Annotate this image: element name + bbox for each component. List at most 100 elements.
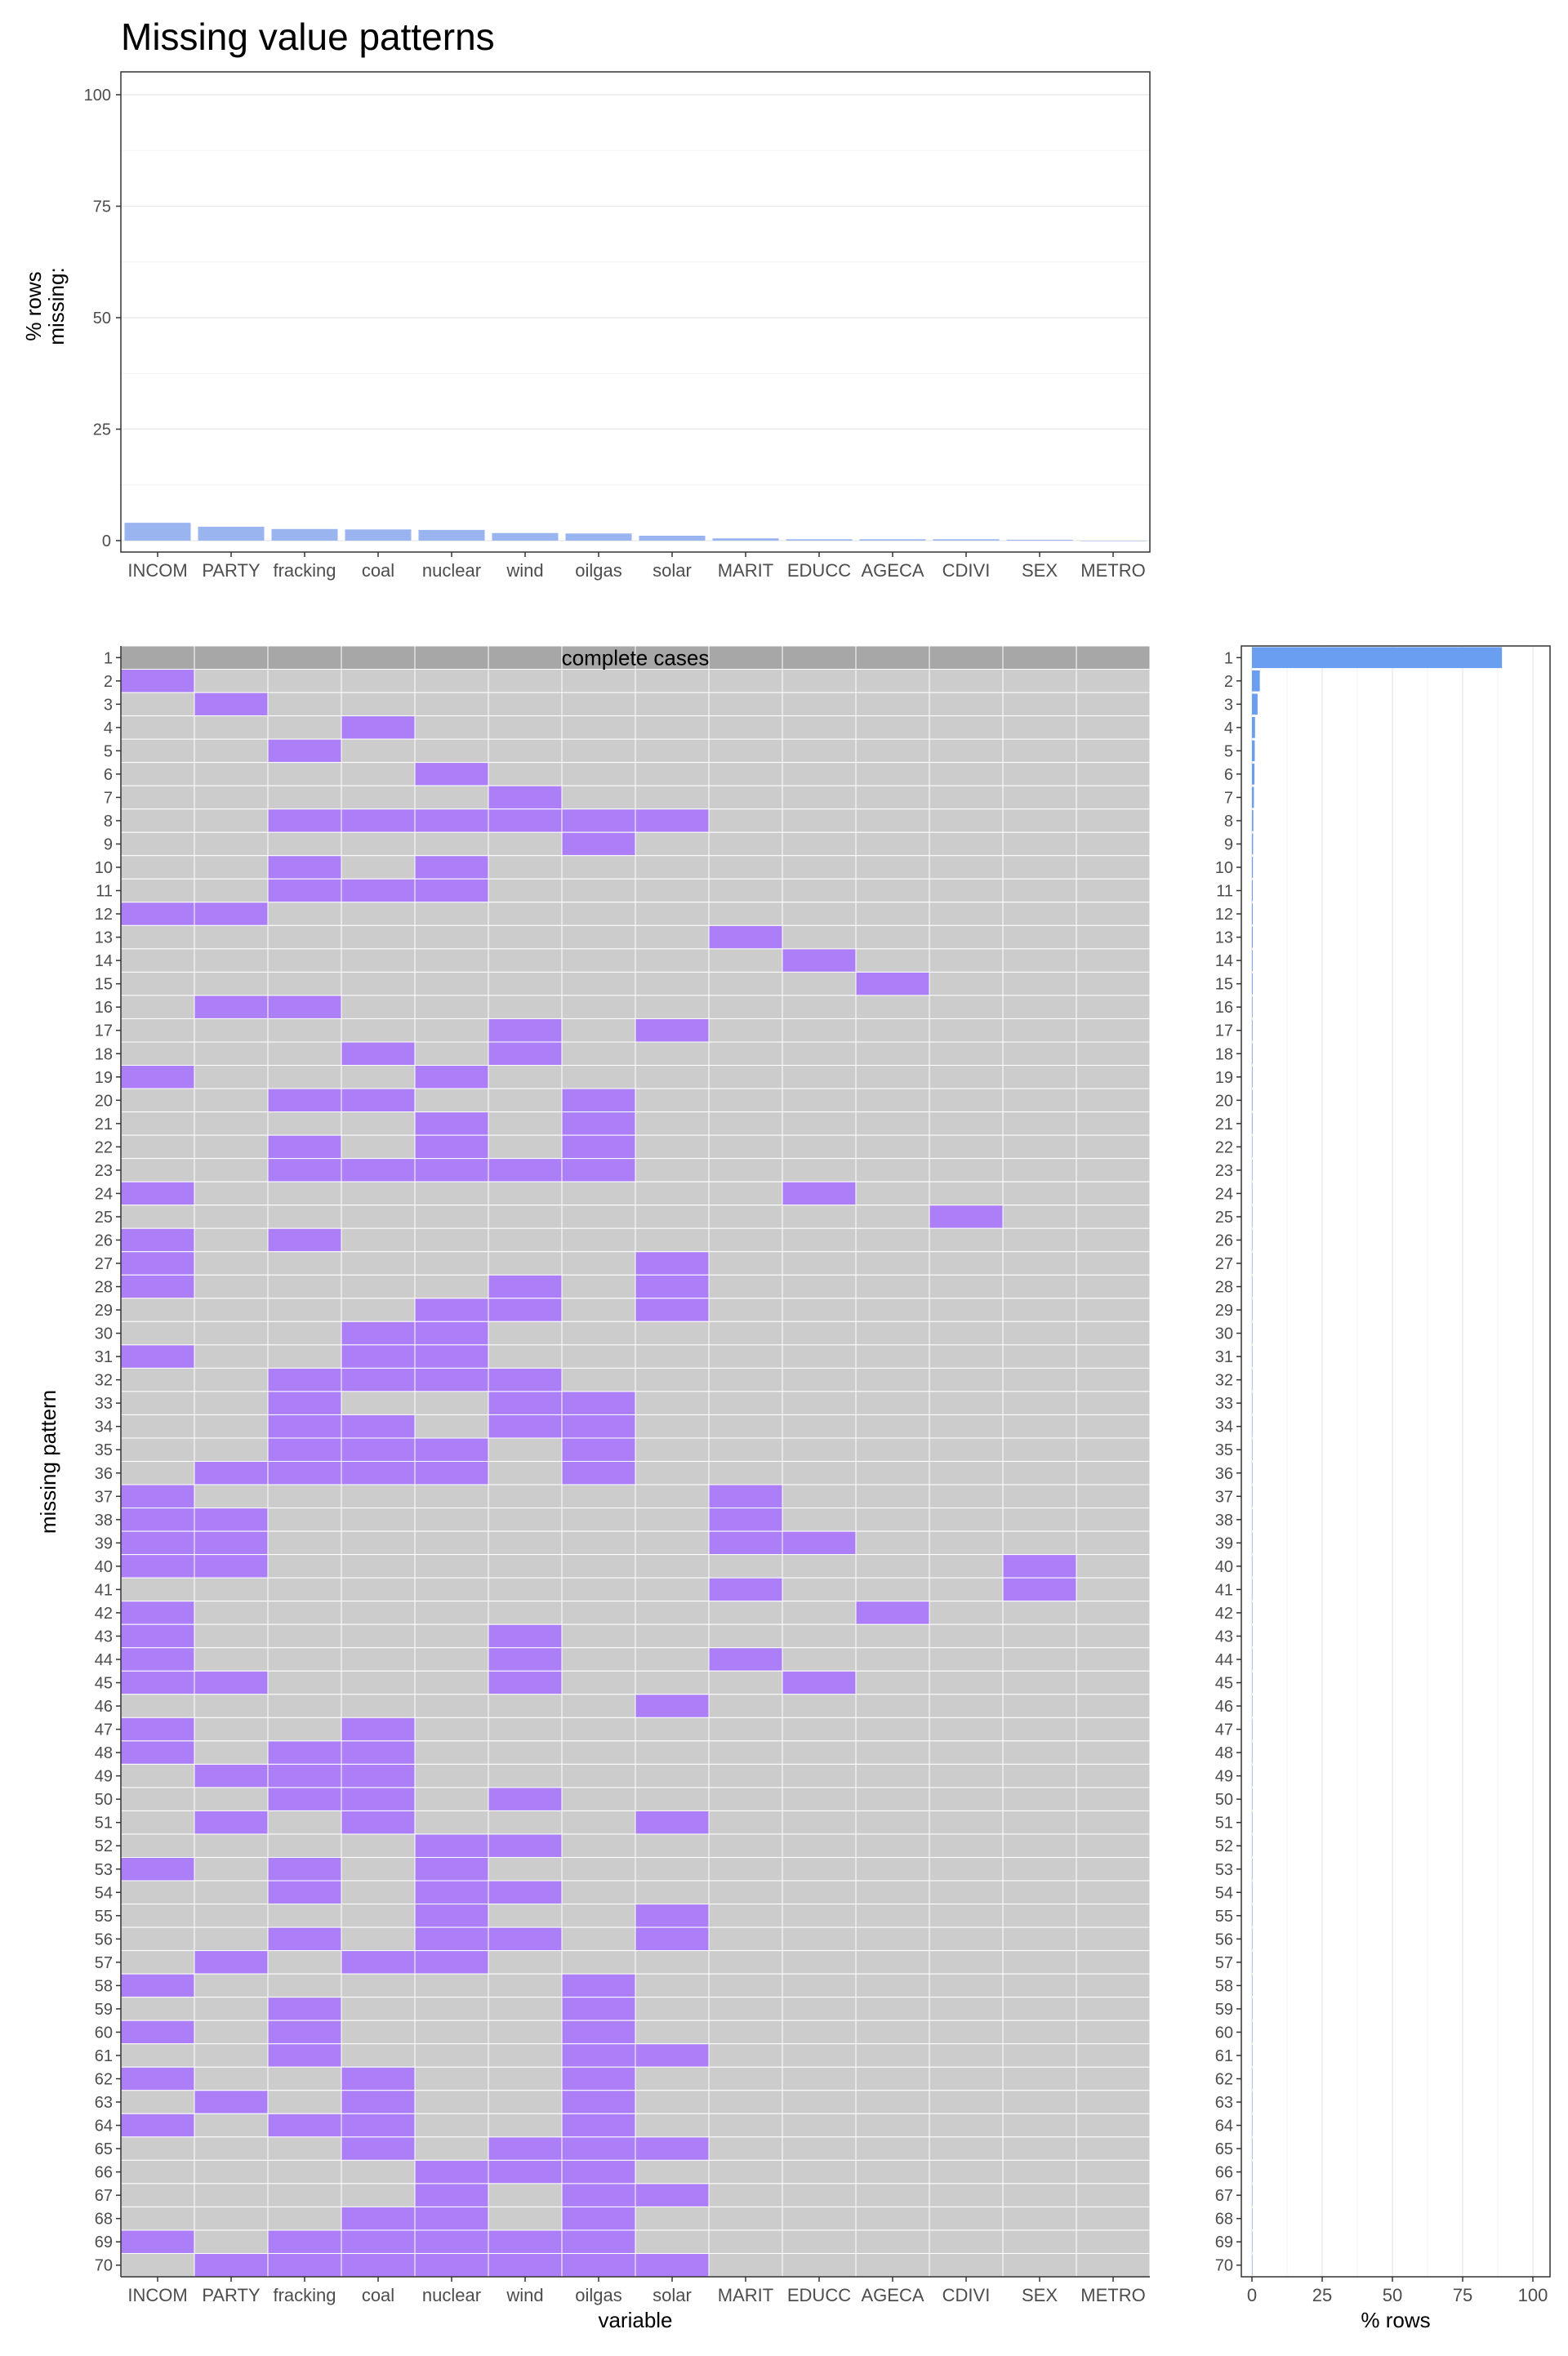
heatmap-cell [414,1694,489,1718]
heatmap-cell [929,1763,1004,1788]
side-bar [1252,786,1254,808]
heatmap-cell [855,855,930,880]
heatmap-cell-missing [414,1344,489,1369]
heatmap-cell [855,762,930,786]
heatmap-cell [1002,808,1077,833]
heatmap-row-label: 65 [95,2140,113,2158]
heatmap-cell [120,2206,195,2231]
side-bar [1252,950,1253,971]
heatmap-cell [855,2229,930,2254]
heatmap-cell [855,1111,930,1136]
heatmap-cell [341,1205,416,1229]
heatmap-cell [782,2183,857,2207]
heatmap-cell [267,1205,342,1229]
side-row-label: 2 [1224,673,1233,691]
side-bar [1252,833,1254,855]
heatmap-cell-missing [488,2229,563,2254]
heatmap-cell [414,669,489,693]
heatmap-cell-missing [120,1251,195,1276]
heatmap-cell [855,2159,930,2185]
heatmap-cell [708,1018,783,1043]
heatmap-row-label: 22 [95,1138,113,1156]
heatmap-cell [267,831,342,857]
heatmap-cell [708,1298,783,1322]
heatmap-cell [1002,2159,1077,2185]
heatmap-cell [708,1623,783,1649]
heatmap-cell [855,1321,930,1346]
heatmap-cell [635,1111,710,1136]
heatmap-cell [1076,2066,1151,2091]
side-bar [1252,2231,1253,2253]
heatmap-cell-missing [414,1904,489,1928]
heatmap-cell [561,971,636,996]
heatmap-cell [929,1367,1004,1392]
heatmap-cell [1002,902,1077,926]
heatmap-cell [708,1833,783,1858]
heatmap-column-label: EDUCC [787,2285,851,2305]
heatmap-cell [488,2066,563,2091]
heatmap-cell [414,1670,489,1695]
heatmap-row-label: 46 [95,1698,113,1716]
side-row-label: 7 [1224,789,1233,807]
heatmap-cell-missing [561,1158,636,1182]
heatmap-cell [488,669,563,693]
side-bar [1252,1625,1253,1647]
heatmap-cell-missing [194,2090,269,2114]
heatmap-cell-missing [414,1461,489,1485]
heatmap-row-label: 33 [95,1395,113,1413]
heatmap-cell [488,1181,563,1206]
side-row-label: 13 [1215,929,1233,947]
heatmap-cell [341,2020,416,2045]
heatmap-cell [708,1461,783,1485]
heatmap-cell-missing [488,1787,563,1811]
heatmap-cell [1076,1740,1151,1765]
side-bar [1252,1858,1253,1880]
heatmap-cell [414,995,489,1019]
heatmap-cell [194,2136,269,2161]
heatmap-cell [120,1997,195,2021]
heatmap-cell-missing [267,1391,342,1415]
heatmap-cell-missing [561,1111,636,1136]
heatmap-column-label: CDIVI [942,2285,991,2305]
heatmap-cell-missing [341,2066,416,2091]
heatmap-cell-missing [635,2183,710,2207]
side-bar [1252,2091,1253,2113]
heatmap-cell [194,1321,269,1346]
top-y-tick-label: 25 [93,421,111,439]
heatmap-cell [635,1391,710,1415]
heatmap-cell-missing [267,2252,342,2278]
heatmap-cell [120,2183,195,2207]
top-bar [492,532,559,541]
heatmap-cell [267,762,342,786]
heatmap-cell [120,1298,195,1322]
heatmap-cell [341,1484,416,1509]
heatmap-cell [635,1530,710,1556]
heatmap-cell-missing [488,1274,563,1299]
heatmap-cell [561,1065,636,1089]
heatmap-cell [708,645,783,670]
heatmap-cell [194,1367,269,1392]
heatmap-cell-missing [561,2159,636,2185]
heatmap-row-label: 6 [104,766,113,784]
heatmap-cell [414,1227,489,1253]
heatmap-cell [1002,1111,1077,1136]
heatmap-cell [1076,1134,1151,1160]
heatmap-cell [929,971,1004,996]
side-row-label: 11 [1216,883,1233,901]
heatmap-cell [708,1205,783,1229]
heatmap-cell [414,1251,489,1276]
side-x-tick-label: 50 [1383,2285,1402,2305]
heatmap-row-label: 55 [95,1908,113,1926]
heatmap-cell [1076,1461,1151,1485]
heatmap-cell [414,1205,489,1229]
heatmap-cell [1076,1344,1151,1369]
heatmap-cell-missing [561,2043,636,2068]
heatmap-cell-missing [635,1274,710,1299]
side-row-label: 34 [1215,1418,1233,1436]
side-row-label: 32 [1215,1372,1233,1390]
heatmap-cell [635,902,710,926]
heatmap-cell [635,1367,710,1392]
heatmap-cell [929,1414,1004,1439]
heatmap-cell [267,2206,342,2231]
heatmap-cell [782,1088,857,1113]
